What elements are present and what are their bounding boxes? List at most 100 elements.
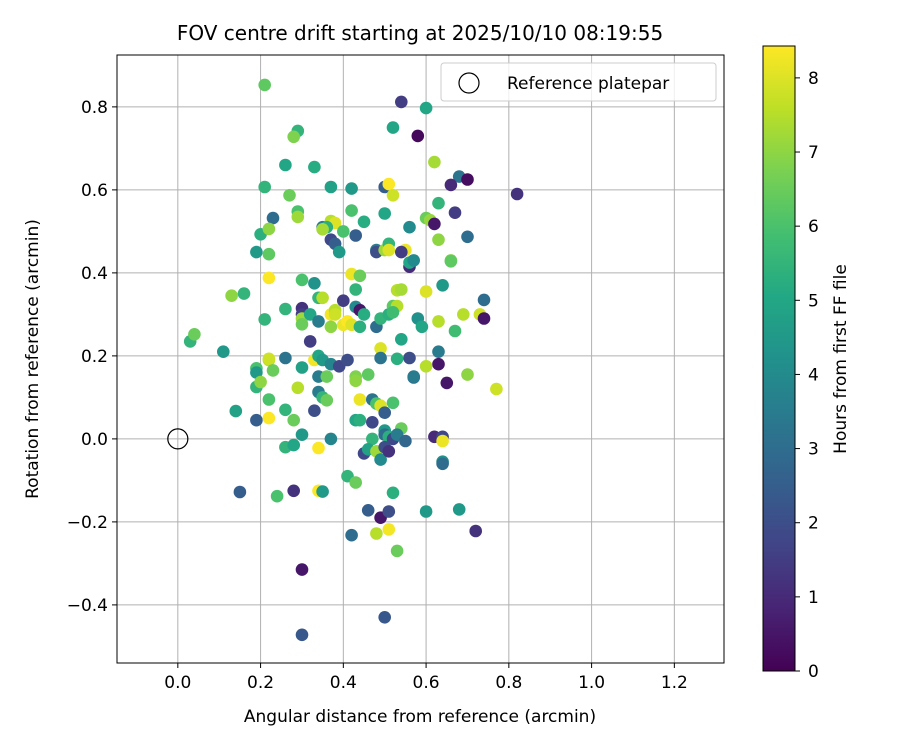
data-point — [432, 357, 445, 371]
data-point — [386, 189, 400, 202]
data-point — [262, 247, 276, 261]
colorbar-tick-label: 5 — [808, 291, 819, 311]
data-point — [366, 432, 379, 446]
data-point — [250, 245, 263, 259]
data-point — [415, 320, 429, 334]
data-point — [374, 342, 387, 355]
colorbar-tick-label: 8 — [808, 69, 819, 89]
legend-entry-label: Reference platepar — [507, 74, 669, 94]
data-point — [349, 283, 363, 296]
data-point — [345, 182, 358, 195]
data-point — [370, 527, 383, 540]
data-point — [444, 178, 458, 192]
y-tick-label: 0.2 — [81, 347, 108, 367]
data-point — [250, 366, 263, 379]
x-tick-label: 0.4 — [330, 673, 357, 693]
x-tick-label: 1.2 — [661, 673, 688, 693]
x-axis-ticks: 0.0 0.2 0.4 0.6 0.8 1.0 1.2 — [164, 663, 688, 693]
data-point — [328, 308, 342, 321]
data-point — [386, 306, 400, 319]
colorbar-tick-label: 6 — [808, 217, 819, 237]
legend: Reference platepar — [440, 62, 717, 102]
data-point — [279, 351, 292, 365]
data-point — [510, 187, 524, 201]
y-tick-label: 0.8 — [81, 98, 108, 118]
data-point — [225, 289, 238, 303]
data-point — [287, 484, 301, 498]
data-point — [353, 320, 367, 334]
data-point — [291, 210, 305, 224]
data-point — [266, 211, 280, 225]
data-point — [324, 180, 338, 194]
data-point — [337, 294, 350, 308]
data-point — [432, 196, 445, 210]
colorbar-ticks: 0 1 2 3 4 5 6 7 8 — [795, 69, 819, 682]
data-point — [295, 361, 309, 374]
data-point — [353, 393, 367, 406]
data-point — [399, 434, 412, 448]
data-point — [432, 315, 445, 328]
data-point — [308, 404, 321, 418]
colorbar-gradient — [762, 45, 796, 672]
x-axis-label: Angular distance from reference (arcmin) — [244, 707, 596, 727]
data-point — [295, 273, 309, 287]
data-point — [386, 396, 400, 410]
data-point — [432, 345, 445, 359]
legend-box — [440, 62, 717, 102]
y-axis-ticks: −0.4 −0.2 0.0 0.2 0.4 0.6 0.8 — [67, 98, 117, 616]
data-point — [386, 486, 400, 500]
grid — [117, 55, 724, 663]
data-point — [258, 78, 272, 92]
data-point — [403, 351, 416, 365]
colorbar-tick-label: 4 — [808, 365, 819, 385]
data-point — [303, 335, 317, 348]
y-tick-label: −0.2 — [67, 513, 108, 533]
data-point — [353, 269, 367, 283]
data-point — [374, 453, 387, 466]
data-point — [308, 277, 321, 290]
data-point — [337, 225, 350, 238]
legend-reference-marker — [458, 72, 480, 94]
data-point — [262, 393, 276, 406]
data-points — [183, 78, 524, 642]
data-point — [324, 432, 338, 446]
data-point — [308, 160, 321, 174]
data-point — [357, 215, 371, 229]
data-point — [440, 376, 454, 390]
y-tick-label: −0.4 — [67, 596, 108, 616]
data-point — [295, 628, 309, 642]
data-point — [461, 368, 474, 381]
data-point — [444, 254, 458, 268]
colorbar-tick-label: 0 — [808, 662, 819, 682]
y-axis-label: Rotation from reference (arcmin) — [23, 219, 43, 499]
data-point — [461, 173, 474, 186]
data-point — [395, 95, 408, 109]
chart-title: FOV centre drift starting at 2025/10/10 … — [177, 21, 663, 45]
data-point — [419, 101, 433, 115]
colorbar-tick-label: 1 — [808, 588, 819, 608]
data-point — [395, 283, 408, 296]
data-point — [382, 523, 396, 536]
data-point — [316, 485, 329, 498]
plot-frame — [116, 54, 725, 664]
data-point — [258, 180, 272, 194]
reference-marker-layer — [167, 428, 189, 450]
data-point — [229, 404, 243, 418]
x-tick-label: 1.0 — [578, 673, 605, 693]
data-point — [233, 485, 247, 499]
data-point — [419, 285, 433, 298]
data-point — [291, 381, 305, 395]
data-point — [436, 457, 449, 471]
data-point — [341, 353, 354, 367]
data-point — [217, 345, 230, 359]
data-point — [332, 245, 346, 259]
data-point — [349, 476, 363, 489]
data-point — [262, 411, 276, 425]
data-point — [345, 204, 358, 217]
data-point — [320, 370, 334, 383]
data-point — [279, 302, 292, 316]
data-point — [419, 360, 433, 373]
data-point — [270, 489, 284, 503]
data-point — [411, 129, 425, 143]
data-point — [287, 413, 301, 427]
